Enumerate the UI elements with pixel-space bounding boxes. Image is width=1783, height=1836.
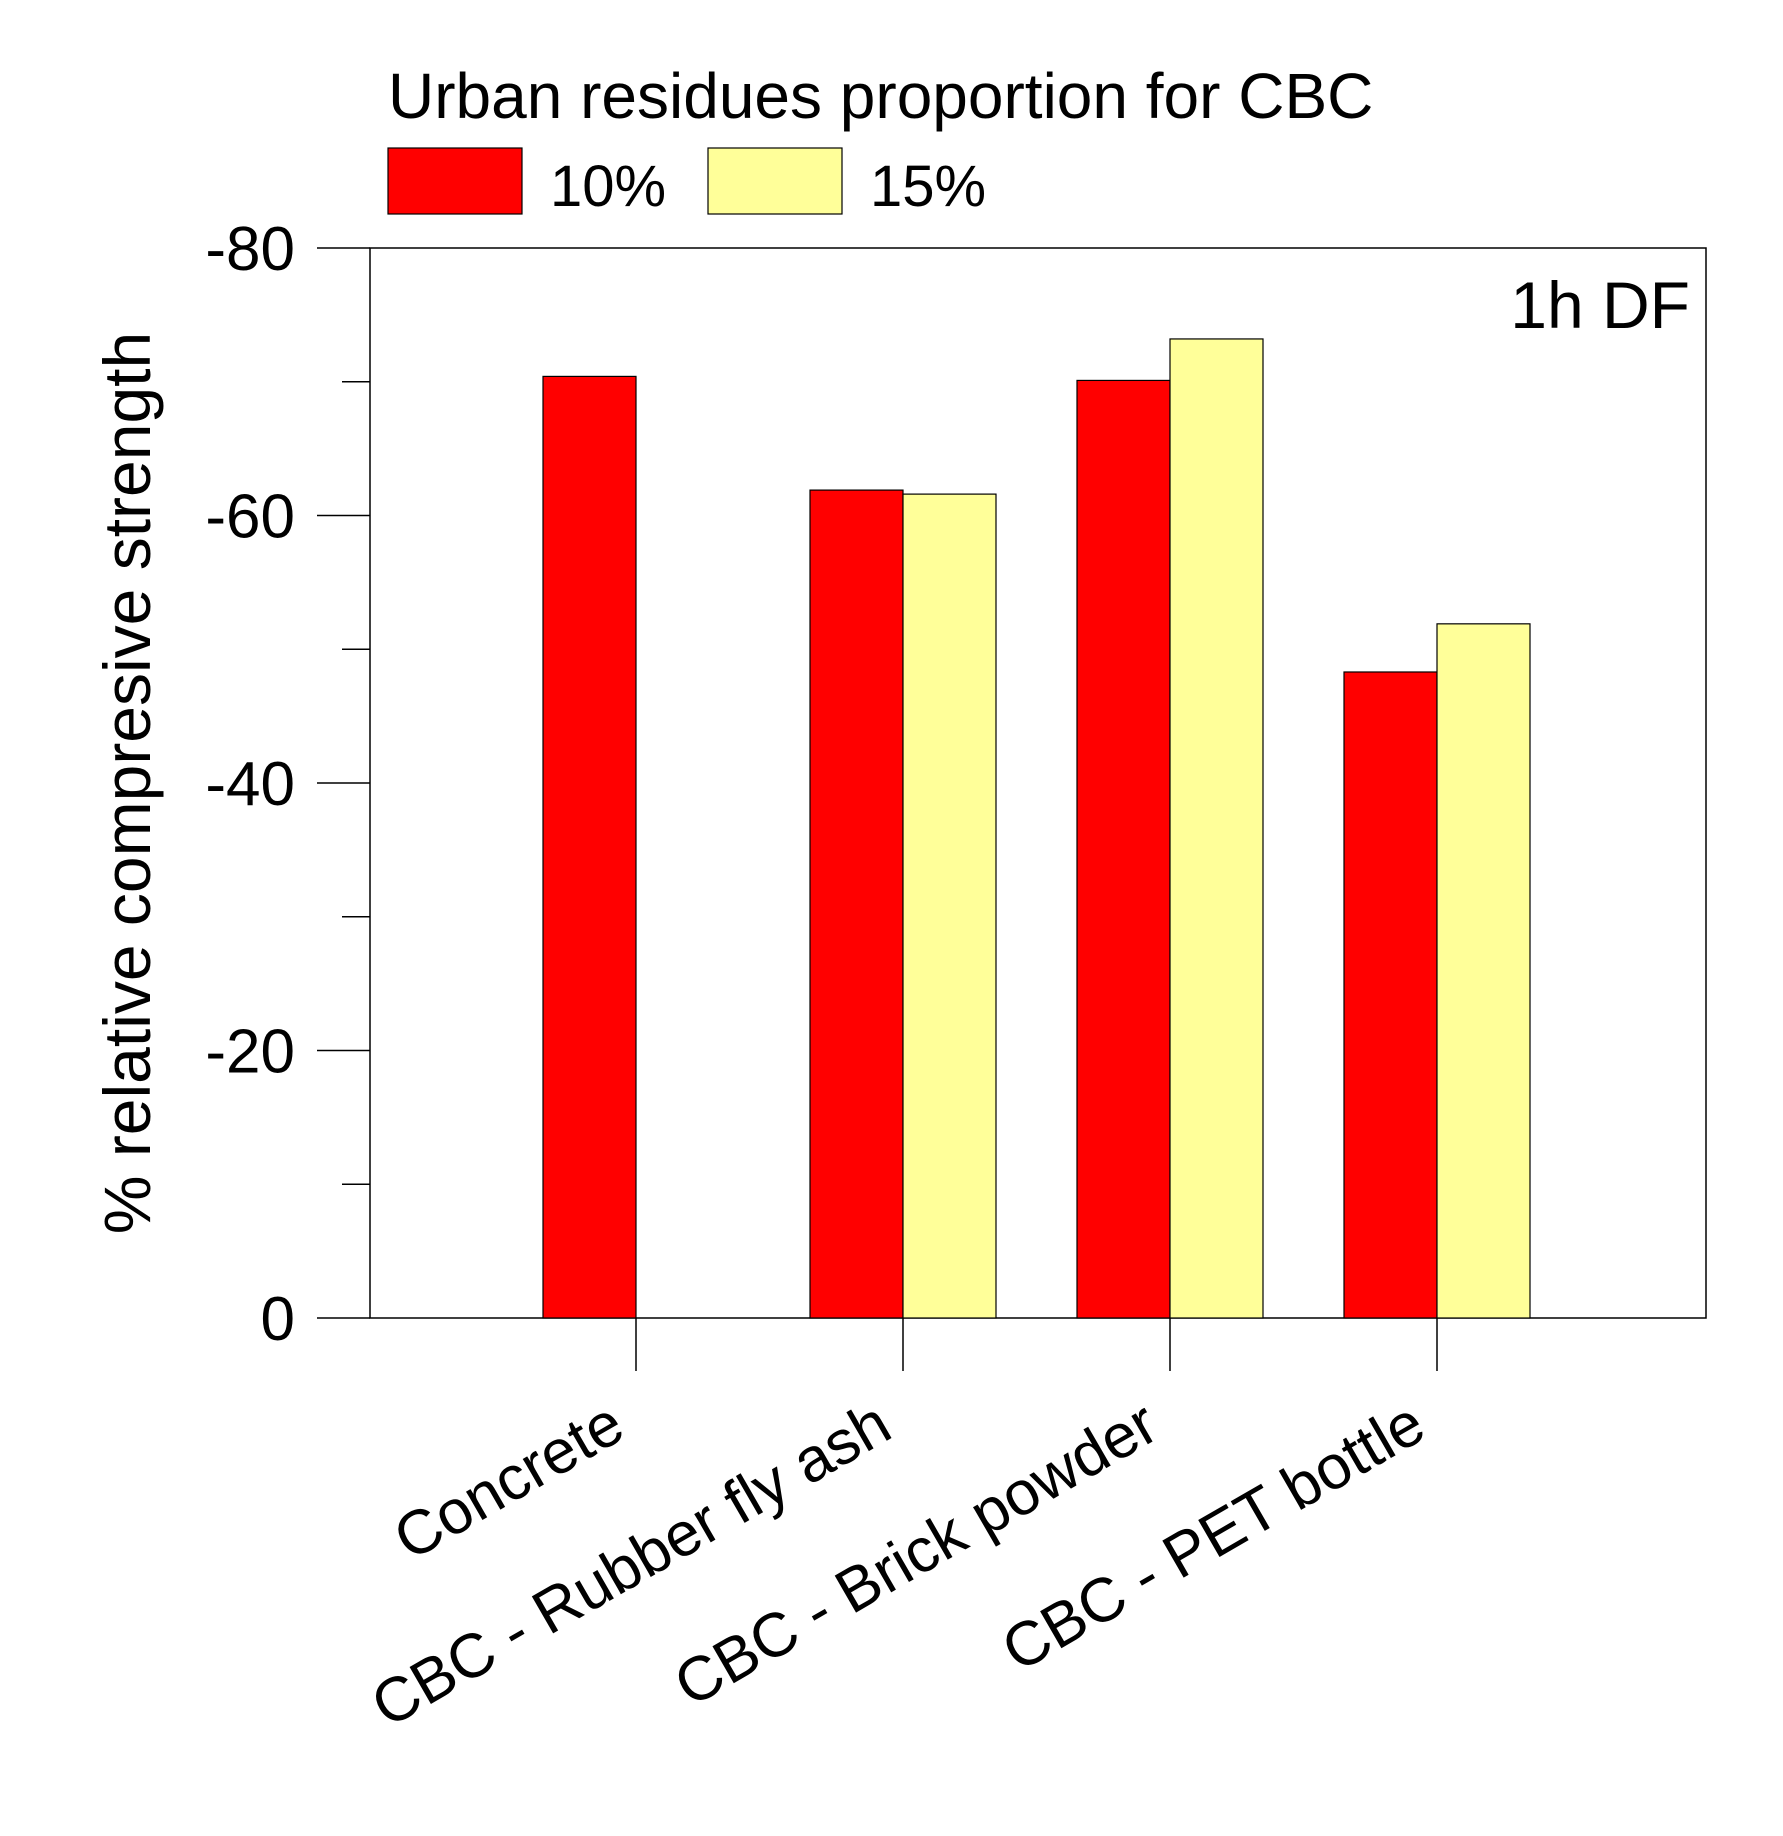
bars	[542, 338, 1531, 1319]
legend-label-10: 10%	[550, 154, 666, 219]
y-tick-label: 0	[261, 1285, 295, 1354]
panel-annotation: 1h DF	[1510, 268, 1690, 342]
bar-15pct-3	[1436, 623, 1531, 1319]
bar-10pct-2	[1076, 379, 1171, 1319]
bar-10pct-1	[809, 489, 904, 1319]
legend-swatch-10	[387, 147, 523, 215]
x-tick-label: CBC - Rubber fly ash	[360, 1388, 902, 1741]
legend-label-15: 15%	[870, 154, 986, 219]
x-tick-label: CBC - Brick powder	[663, 1388, 1169, 1720]
bar-15pct-2	[1169, 338, 1264, 1319]
legend-swatch-15	[707, 147, 843, 215]
y-tick-label: -80	[205, 215, 295, 284]
bar-10pct-3	[1343, 671, 1438, 1319]
legend-title: Urban residues proportion for CBC	[388, 60, 1373, 132]
y-axis-label: % relative compresive strength	[90, 332, 164, 1234]
legend: Urban residues proportion for CBC 10% 15…	[387, 60, 1373, 219]
y-tick-label: -20	[205, 1018, 295, 1087]
y-axis-ticks: 0 -20 -40 -60 -80	[205, 215, 370, 1354]
y-tick-label: -40	[205, 750, 295, 819]
bar-15pct-1	[902, 493, 997, 1319]
bar-10pct-0	[542, 375, 637, 1319]
y-tick-label: -60	[205, 483, 295, 552]
